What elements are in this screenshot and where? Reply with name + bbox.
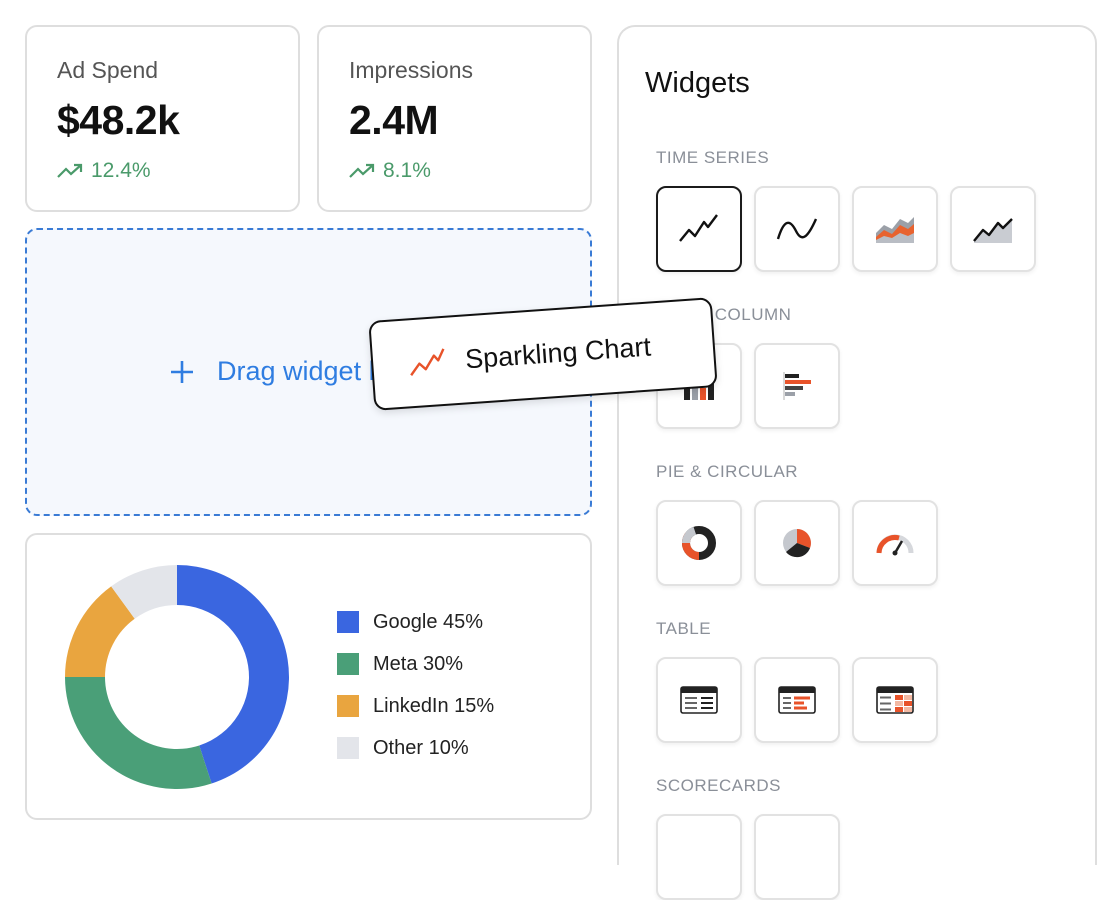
widget-tile-scorecard[interactable] xyxy=(656,814,742,900)
legend-item: Meta 30% xyxy=(337,643,494,685)
kpi-value: 2.4M xyxy=(349,97,439,143)
area-chart-icon xyxy=(973,218,1013,243)
section-label-pie-circular: PIE & CIRCULAR xyxy=(656,462,799,481)
kpi-card-ad-spend[interactable]: Ad Spend $48.2k 12.4% xyxy=(25,25,300,212)
widget-tile-smooth-line[interactable] xyxy=(754,186,840,272)
tile-row-scorecards xyxy=(656,814,840,900)
kpi-label: Ad Spend xyxy=(57,57,159,83)
widget-tile-bar-chart[interactable] xyxy=(754,343,840,429)
tile-row-pie-circular xyxy=(656,500,938,586)
kpi-change: 12.4% xyxy=(91,159,151,182)
column-chart-icon xyxy=(684,374,714,400)
donut-slice xyxy=(65,586,135,677)
sparkline-icon xyxy=(410,348,445,376)
donut-slice xyxy=(177,565,289,784)
section-label-time-series: TIME SERIES xyxy=(656,148,770,167)
widget-tile-area-chart[interactable] xyxy=(950,186,1036,272)
widget-tile-line-chart[interactable] xyxy=(656,186,742,272)
legend-label: Google 45% xyxy=(373,610,484,633)
trend-up-icon xyxy=(349,163,375,178)
dragged-widget-label: Sparkling Chart xyxy=(464,330,652,374)
legend-swatch xyxy=(337,653,359,675)
kpi-card-impressions[interactable]: Impressions 2.4M 8.1% xyxy=(317,25,592,212)
legend-swatch xyxy=(337,737,359,759)
widgets-title: Widgets xyxy=(645,67,750,99)
pie-chart-icon xyxy=(783,529,811,558)
donut-slice xyxy=(111,565,177,619)
trend-up-icon xyxy=(57,163,83,178)
tile-row-table xyxy=(656,657,938,743)
dragged-widget-chip[interactable]: Sparkling Chart xyxy=(368,297,718,411)
widget-tile-gauge[interactable] xyxy=(852,500,938,586)
widget-tile-table[interactable] xyxy=(656,657,742,743)
legend-item: Other 10% xyxy=(337,727,494,769)
channel-split-card: Google 45% Meta 30% LinkedIn 15% Other 1… xyxy=(25,533,592,820)
stacked-area-icon xyxy=(876,217,914,243)
kpi-change: 8.1% xyxy=(383,159,431,182)
donut-slice xyxy=(65,677,212,789)
widgets-panel: Widgets TIME SERIES BAR xyxy=(617,25,1097,900)
tile-row-time-series xyxy=(656,186,1036,272)
smooth-line-icon xyxy=(776,218,818,240)
section-label-table: TABLE xyxy=(656,619,712,638)
legend-label: Other 10% xyxy=(373,736,469,759)
legend-label: LinkedIn 15% xyxy=(373,694,495,717)
widget-tile-pie[interactable] xyxy=(754,500,840,586)
table-icon xyxy=(680,686,718,714)
legend-item: LinkedIn 15% xyxy=(337,685,494,727)
plus-icon xyxy=(171,360,193,383)
kpi-trend: 12.4% xyxy=(57,159,151,183)
legend-swatch xyxy=(337,611,359,633)
donut-chart xyxy=(65,565,289,789)
legend-item: Google 45% xyxy=(337,601,494,643)
legend-label: Meta 30% xyxy=(373,652,464,675)
widget-tile-scorecard[interactable] xyxy=(754,814,840,900)
kpi-label: Impressions xyxy=(349,57,473,83)
gauge-icon xyxy=(876,534,914,556)
widget-tile-table-heatmap[interactable] xyxy=(852,657,938,743)
line-chart-icon xyxy=(679,214,718,242)
donut-chart-icon xyxy=(682,526,716,560)
widget-tile-donut[interactable] xyxy=(656,500,742,586)
kpi-value: $48.2k xyxy=(57,97,180,143)
widget-tile-stacked-area[interactable] xyxy=(852,186,938,272)
widget-tile-table-bars[interactable] xyxy=(754,657,840,743)
table-heatmap-icon xyxy=(876,686,914,714)
kpi-trend: 8.1% xyxy=(349,159,431,183)
legend-swatch xyxy=(337,695,359,717)
bar-chart-icon xyxy=(783,372,811,400)
table-bars-icon xyxy=(778,686,816,714)
section-label-scorecards: SCORECARDS xyxy=(656,776,781,795)
chart-legend: Google 45% Meta 30% LinkedIn 15% Other 1… xyxy=(337,601,494,769)
